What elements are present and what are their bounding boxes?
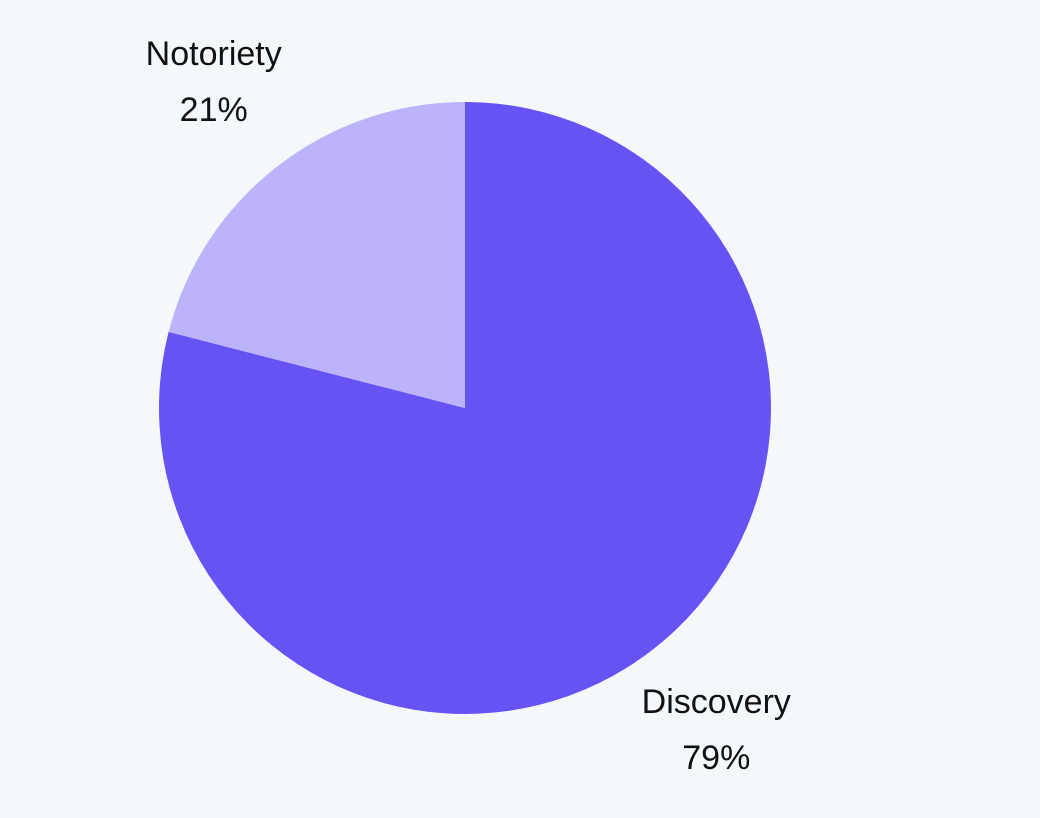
pie-slice: [159, 102, 772, 714]
slice-label: Notoriety: [146, 35, 282, 73]
slice-value-label: 21%: [180, 91, 248, 129]
pie-slice: [168, 102, 465, 408]
slice-value-label: 79%: [682, 739, 750, 777]
slice-label: Discovery: [642, 683, 791, 721]
